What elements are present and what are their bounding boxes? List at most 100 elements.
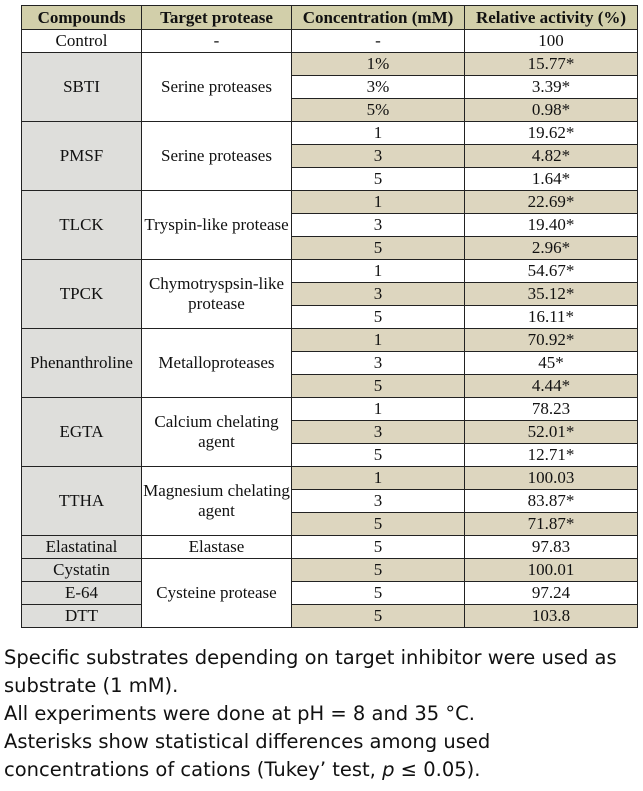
table-row: 3 4.82* xyxy=(22,144,638,168)
table-row: Control - - 100 xyxy=(21,29,638,53)
concentration-cell: 5 xyxy=(291,604,465,628)
table-row: 3 52.01* xyxy=(22,420,638,444)
activity-cell: 19.40* xyxy=(464,213,638,237)
concentration-cell: 5 xyxy=(291,581,465,605)
activity-cell: 12.71* xyxy=(464,443,638,467)
activity-cell: 70.92* xyxy=(464,328,638,352)
concentration-cell: 1 xyxy=(291,466,465,490)
concentration-cell: 1 xyxy=(291,328,465,352)
concentration-cell: 5% xyxy=(291,98,465,122)
activity-cell: 15.77* xyxy=(464,52,638,76)
activity-cell: 78.23 xyxy=(464,397,638,421)
activity-cell: 4.44* xyxy=(464,374,638,398)
activity-cell: 97.83 xyxy=(464,535,638,559)
concentration-cell: 5 xyxy=(291,167,465,191)
table-row: 3 19.40* xyxy=(22,213,638,237)
table-row: 5% 0.98* xyxy=(22,98,638,122)
concentration-cell: 5 xyxy=(291,236,465,260)
activity-cell: 19.62* xyxy=(464,121,638,145)
table-row: SBTI Serine proteases 1% 15.77* xyxy=(21,52,638,122)
footnote-line: All experiments were done at pH = 8 and … xyxy=(4,702,475,725)
table-row: TPCK Chymotryspsin-like protease 1 54.67… xyxy=(21,259,638,329)
col-header-relative-activity: Relative activity (%) xyxy=(464,5,638,30)
compound-cell: SBTI xyxy=(21,52,142,122)
activity-cell: 35.12* xyxy=(464,282,638,306)
target-cell: Cysteine protease xyxy=(141,558,292,628)
activity-cell: 16.11* xyxy=(464,305,638,329)
table-row: E-64 5 97.24 xyxy=(21,581,638,605)
target-cell: Serine proteases xyxy=(141,52,292,122)
concentration-cell: 5 xyxy=(291,558,465,582)
protease-inhibitor-table: Compounds Target protease Concentration … xyxy=(21,5,638,628)
activity-cell: 100.03 xyxy=(464,466,638,490)
compound-cell: DTT xyxy=(21,604,142,628)
target-cell: Chymotryspsin-like protease xyxy=(141,259,292,329)
concentration-cell: 5 xyxy=(291,512,465,536)
table-row: TTHA Magnesium chelating agent 1 100.03 xyxy=(21,466,638,536)
compound-cell: Control xyxy=(21,29,142,53)
table-row: 5 1.64* xyxy=(22,167,638,191)
concentration-cell: 3 xyxy=(291,420,465,444)
concentration-cell: 1 xyxy=(291,259,465,283)
activity-cell: 2.96* xyxy=(464,236,638,260)
concentration-cell: - xyxy=(291,29,465,53)
target-cell: Tryspin-like protease xyxy=(141,190,292,260)
table-row: PMSF Serine proteases 1 19.62* xyxy=(21,121,638,191)
concentration-cell: 1% xyxy=(291,52,465,76)
concentration-cell: 3 xyxy=(291,213,465,237)
p-value-symbol: p xyxy=(382,758,395,781)
concentration-cell: 5 xyxy=(291,443,465,467)
table-row: DTT 5 103.8 xyxy=(21,604,638,628)
activity-cell: 0.98* xyxy=(464,98,638,122)
table-row: 5 4.44* xyxy=(22,374,638,398)
footnote-line: Specific substrates depending on target … xyxy=(4,646,617,669)
target-cell: - xyxy=(141,29,292,53)
target-cell: Elastase xyxy=(141,535,292,559)
activity-cell: 103.8 xyxy=(464,604,638,628)
activity-cell: 97.24 xyxy=(464,581,638,605)
concentration-cell: 5 xyxy=(291,374,465,398)
footnote-line: concentrations of cations (Tukey’ test, … xyxy=(4,756,643,784)
activity-cell: 52.01* xyxy=(464,420,638,444)
compound-cell: Phenanthroline xyxy=(21,328,142,398)
col-header-compounds: Compounds xyxy=(21,5,142,30)
concentration-cell: 5 xyxy=(291,305,465,329)
activity-cell: 45* xyxy=(464,351,638,375)
col-header-target-protease: Target protease xyxy=(141,5,292,30)
target-cell: Metalloproteases xyxy=(141,328,292,398)
activity-cell: 4.82* xyxy=(464,144,638,168)
footnotes: Specific substrates depending on target … xyxy=(4,644,643,784)
table-row: Phenanthroline Metalloproteases 1 70.92* xyxy=(21,328,638,398)
compound-cell: Cystatin xyxy=(21,558,142,582)
table-header-row: Compounds Target protease Concentration … xyxy=(21,5,638,30)
activity-cell: 3.39* xyxy=(464,75,638,99)
target-cell: Calcium chelating agent xyxy=(141,397,292,467)
concentration-cell: 1 xyxy=(291,121,465,145)
compound-cell: TLCK xyxy=(21,190,142,260)
table-row: 5 12.71* xyxy=(22,443,638,467)
activity-cell: 100 xyxy=(464,29,638,53)
activity-cell: 100.01 xyxy=(464,558,638,582)
compound-cell: TTHA xyxy=(21,466,142,536)
target-cell: Serine proteases xyxy=(141,121,292,191)
concentration-cell: 1 xyxy=(291,397,465,421)
activity-cell: 83.87* xyxy=(464,489,638,513)
concentration-cell: 3 xyxy=(291,489,465,513)
compound-cell: Elastatinal xyxy=(21,535,142,559)
footnote-text: concentrations of cations (Tukey’ test, xyxy=(4,758,383,781)
concentration-cell: 3 xyxy=(291,282,465,306)
activity-cell: 22.69* xyxy=(464,190,638,214)
concentration-cell: 3 xyxy=(291,351,465,375)
table-row: 3 35.12* xyxy=(22,282,638,306)
compound-cell: PMSF xyxy=(21,121,142,191)
table-row: Cystatin Cysteine protease 5 100.01 xyxy=(21,558,638,628)
concentration-cell: 5 xyxy=(291,535,465,559)
activity-cell: 54.67* xyxy=(464,259,638,283)
concentration-cell: 3 xyxy=(291,144,465,168)
activity-cell: 1.64* xyxy=(464,167,638,191)
compound-cell: E-64 xyxy=(21,581,142,605)
footnote-line: Asterisks show statistical differences a… xyxy=(4,730,491,753)
target-cell: Magnesium chelating agent xyxy=(141,466,292,536)
table-row: 3 83.87* xyxy=(22,489,638,513)
concentration-cell: 1 xyxy=(291,190,465,214)
